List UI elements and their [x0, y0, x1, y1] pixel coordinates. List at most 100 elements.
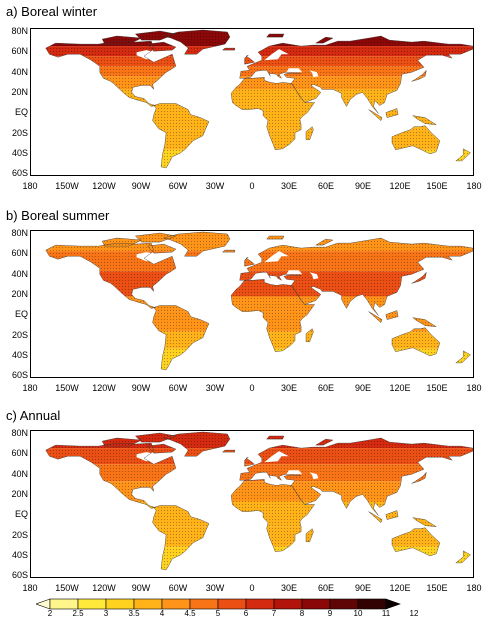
lat-tick-label: 20N	[11, 86, 28, 97]
colorbar-tick-label: 2	[47, 609, 53, 618]
lon-tick-label: 150W	[55, 383, 79, 393]
south-america-coastline	[152, 305, 210, 371]
arctic-islands-2-coastline	[134, 232, 177, 243]
lon-tick-label: 180	[466, 181, 482, 191]
lon-tick-label: 150E	[426, 383, 448, 393]
lat-tick-label: 20N	[11, 488, 28, 499]
lon-tick-label: 60W	[168, 583, 188, 593]
lon-tick-label: 120E	[389, 583, 411, 593]
madagascar-coastline	[305, 126, 314, 140]
colorbar-tick-label: 4	[159, 609, 165, 618]
lat-tick-label: 40N	[11, 468, 28, 479]
arctic-islands-2-coastline	[134, 432, 177, 443]
iceland-coastline	[221, 449, 235, 453]
svalbard-coastline	[266, 235, 285, 240]
svalbard-coastline	[266, 33, 285, 38]
arctic-islands-1-coastline	[101, 237, 143, 247]
warming-band	[45, 546, 473, 570]
colorbar-box	[189, 598, 219, 610]
lon-tick-label: 0	[249, 181, 255, 191]
lon-tick-label: 30E	[280, 181, 297, 191]
madagascar-coastline	[305, 528, 314, 542]
panel-title: a) Boreal winter	[6, 4, 98, 19]
colorbar-tick-label: 6	[243, 609, 249, 618]
baltic-water	[264, 49, 289, 61]
colorbar-box	[301, 598, 331, 610]
indonesia-1-coastline	[368, 311, 383, 323]
lon-tick-label: 90W	[131, 181, 151, 191]
lat-tick-label: 60S	[11, 570, 28, 581]
new-guinea-coastline	[412, 517, 437, 527]
colorbar-box	[245, 598, 275, 610]
map-frame	[30, 430, 474, 578]
colorbar-tick-label: 3.5	[128, 609, 140, 618]
lat-tick-label: 40N	[11, 268, 28, 279]
indonesia-2-coastline	[385, 108, 399, 118]
lon-tick-label: 90E	[354, 383, 371, 393]
lon-tick-label: 90W	[131, 583, 151, 593]
lat-tick-label: 40N	[11, 66, 28, 77]
lon-tick-label: 60E	[317, 583, 334, 593]
uk-coastline	[244, 257, 255, 267]
lat-tick-label: 60N	[11, 448, 28, 459]
colorbar-box	[273, 598, 303, 610]
lon-tick-label: 60E	[317, 181, 334, 191]
lon-tick-label: 90E	[354, 181, 371, 191]
iceland-coastline	[221, 249, 235, 253]
lat-tick-label: 80N	[11, 26, 28, 36]
lon-tick-label: 150W	[55, 583, 79, 593]
lat-tick-label: 60N	[11, 46, 28, 57]
lat-tick-label: 60S	[11, 168, 28, 179]
warming-map	[45, 29, 473, 169]
lat-tick-label: EQ	[14, 309, 28, 320]
arctic-islands-2-coastline	[134, 30, 177, 41]
iceland-coastline	[221, 47, 235, 51]
new-guinea-coastline	[412, 317, 437, 327]
indonesia-1-coastline	[368, 109, 383, 121]
significance-stipple	[45, 432, 473, 570]
colorbar-box	[77, 598, 107, 610]
uk-coastline	[244, 457, 255, 467]
australia-coastline	[391, 327, 441, 357]
lon-tick-label: 120W	[92, 583, 116, 593]
colorbar-box	[217, 598, 247, 610]
north-america-coastline	[45, 242, 177, 309]
novaya-zemlya-coastline	[315, 36, 334, 44]
lat-tick-label: 20S	[11, 127, 28, 138]
colorbar-tick-label: 10	[353, 609, 363, 618]
colorbar-box	[329, 598, 359, 610]
baltic-water	[264, 251, 289, 263]
lon-tick-label: 0	[249, 383, 255, 393]
lon-tick-label: 180	[22, 583, 38, 593]
greenland-coastline	[162, 231, 231, 257]
lon-tick-label: 120W	[92, 383, 116, 393]
lon-tick-label: 120W	[92, 181, 116, 191]
panel-title: c) Annual	[6, 408, 61, 423]
lat-tick-label: 40S	[11, 147, 28, 158]
lon-tick-label: 30W	[205, 181, 225, 191]
baffin-coastline	[147, 243, 177, 254]
lat-tick-label: EQ	[14, 107, 28, 118]
land-shading	[45, 30, 473, 168]
lon-tick-label: 90E	[354, 583, 371, 593]
land-shading	[45, 232, 473, 370]
lat-tick-label: 80N	[11, 428, 28, 438]
baffin-coastline	[147, 41, 177, 52]
colorbar-boxes	[35, 598, 401, 610]
australia-coastline	[391, 527, 441, 557]
warming-map	[45, 431, 473, 571]
japan-coastline	[411, 69, 427, 82]
madagascar-coastline	[305, 328, 314, 342]
indonesia-2-coastline	[385, 510, 399, 520]
north-america-coastline	[45, 442, 177, 509]
new-zealand-coastline	[455, 550, 471, 564]
lat-tick-label: 60S	[11, 370, 28, 381]
colorbar-box	[49, 598, 79, 610]
lat-tick-label: 20S	[11, 329, 28, 340]
greenland-coastline	[162, 29, 231, 55]
africa-coastline	[230, 479, 315, 553]
lon-tick-label: 180	[22, 383, 38, 393]
lon-tick-label: 150E	[426, 583, 448, 593]
south-america-coastline	[152, 505, 210, 571]
africa-coastline	[230, 279, 315, 353]
